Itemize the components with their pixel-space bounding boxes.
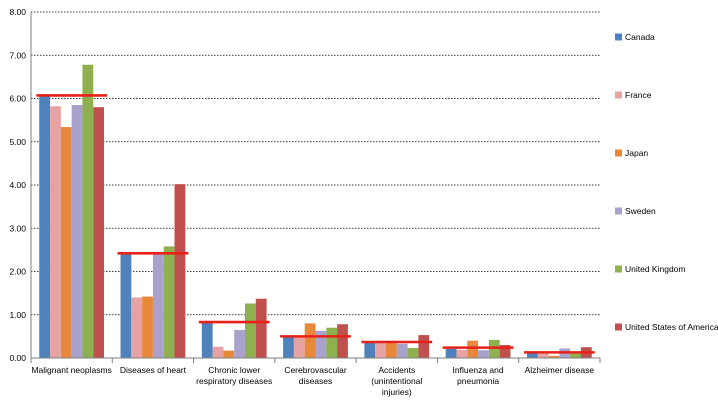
bars [39,64,592,359]
x-category-label-line: Alzheimer disease [525,365,595,375]
legend-swatch [615,265,622,273]
x-category-label-line: (unintentional [371,376,422,386]
bar [201,322,213,358]
bar [293,336,305,358]
y-tick-label: 2.00 [9,267,26,277]
x-category-label-line: Accidents [378,365,415,375]
bar [570,351,581,358]
bar [234,329,246,358]
x-category-label: Malignant neoplasms [31,365,111,375]
bar [385,341,397,358]
bar [418,335,430,358]
x-category-label: Diseases of heart [120,365,187,375]
legend-swatch [615,323,622,331]
bar [304,323,316,358]
bar [39,94,51,359]
bar [467,340,479,358]
x-category-label: Influenza and pneumonia [453,365,504,386]
legend-label: Sweden [625,206,656,216]
x-category-label-line: Chronic lower [208,365,260,375]
x-category-label-line: Cerebrovascular [284,365,347,375]
y-tick-label: 3.00 [9,223,26,233]
bar [174,184,186,358]
bar [152,252,164,358]
bar [142,296,153,358]
bar [71,104,83,358]
y-tick-label: 1.00 [9,310,26,320]
reference-lines [36,94,595,354]
x-category-label-line: Malignant neoplasms [31,365,111,375]
y-axis: 0.00 1.00 2.00 3.00 4.00 5.00 6.00 7.00 8.00 [9,7,32,363]
bar [255,298,267,358]
x-category-label-line: pneumonia [457,376,499,386]
x-category-label: Cerebrovascular diseases [284,365,347,386]
y-tick-label: 4.00 [9,180,26,190]
legend-swatch [615,149,622,157]
bar [223,350,235,358]
bar [548,355,560,358]
bar [283,336,294,358]
bar [499,345,511,358]
legend: Canada France Japan Sweden United Kingdom Uni… [615,32,718,332]
y-tick-label: 6.00 [9,94,26,104]
legend-swatch [615,207,622,215]
bar [315,330,327,358]
legend-label: United Kingdom [625,264,685,274]
bar [537,353,549,358]
gridlines [31,11,600,316]
bar [50,106,61,358]
bar [326,327,338,358]
legend-label: France [625,90,652,100]
x-axis: Malignant neoplasms Diseases of heart Chro… [30,357,601,397]
bar [407,348,419,358]
legend-label: Canada [625,32,655,42]
x-category-label-line: injuries) [382,387,412,397]
bar [131,297,143,358]
x-category-label-line: Diseases of heart [120,365,187,375]
y-tick-label: 7.00 [9,50,26,60]
bar [456,349,468,358]
legend-swatch [615,33,622,41]
bar [245,303,256,358]
bar [396,343,408,358]
bar [82,64,94,358]
legend-label: Japan [625,148,648,158]
y-tick-label: 8.00 [9,7,26,17]
x-category-label: Chronic lower respiratory diseases [196,365,272,386]
bar [163,246,175,358]
bar [445,348,457,358]
bar [337,324,348,358]
bar [60,127,72,358]
bar [120,253,132,358]
bar [375,342,386,358]
y-tick-label: 5.00 [9,137,26,147]
bar [212,346,224,358]
x-category-label-line: respiratory diseases [196,376,272,386]
bar [526,351,538,358]
bar [478,350,489,358]
bar [364,342,376,358]
x-category-label: Accidents (unintentional injuries) [371,365,422,397]
y-tick-label: 0.00 [9,353,26,363]
x-category-label-line: Influenza and [453,365,504,375]
bar [93,107,105,359]
x-category-label-line: diseases [299,376,333,386]
legend-label: United States of America [625,322,718,332]
x-category-label: Alzheimer disease [525,365,595,375]
legend-swatch [615,91,622,99]
